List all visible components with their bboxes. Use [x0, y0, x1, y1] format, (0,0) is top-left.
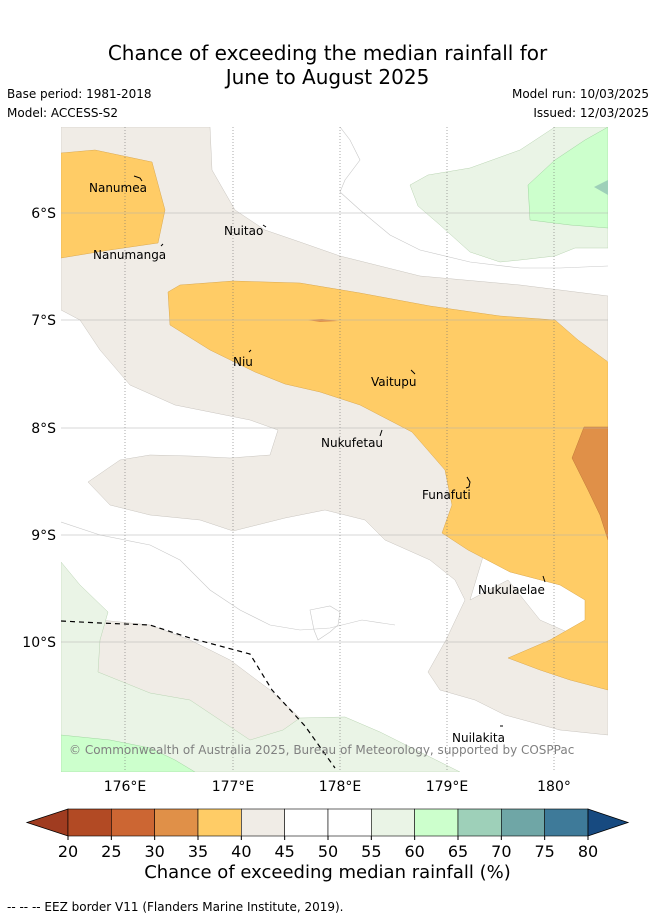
band-35-40-central — [167, 280, 608, 691]
colorbar-segment — [371, 808, 415, 837]
colorbar-tick-label: 65 — [448, 842, 468, 861]
x-axis-ticks: 176°E 177°E 178°E 179°E 180° — [104, 779, 571, 795]
band-60-65-northeast — [527, 127, 608, 229]
base-period-label: Base period: 1981-2018 — [7, 87, 152, 101]
colorbar-segment — [414, 808, 459, 837]
band-60-65-southwest — [61, 734, 196, 772]
colorbar-tick-label: 80 — [578, 842, 598, 861]
colorbar-tick-label: 40 — [231, 842, 251, 861]
colorbar-tick-label: 45 — [274, 842, 294, 861]
colorbar-tick-label: 60 — [404, 842, 424, 861]
colorbar-over-arrow — [587, 808, 630, 837]
colorbar-tick-label: 20 — [58, 842, 78, 861]
islands — [133, 175, 546, 727]
island-nanumanga-shape — [160, 243, 164, 247]
island-nuitao-shape — [262, 224, 267, 228]
map-title-line2: June to August 2025 — [225, 65, 430, 89]
x-tick-177e: 177°E — [212, 779, 255, 795]
y-tick-6s: 6°S — [31, 206, 56, 222]
island-vaitupu-shape — [410, 369, 416, 375]
gridlines — [61, 127, 608, 772]
colorbar-segment — [197, 808, 242, 837]
place-nanumea: Nanumea — [89, 181, 147, 195]
contour-50-loop — [309, 605, 341, 641]
place-nuitao: Nuitao — [224, 224, 263, 238]
map-title-line1: Chance of exceeding the median rainfall … — [107, 41, 548, 65]
y-tick-9s: 9°S — [31, 528, 56, 544]
colorbar-tick-label: 25 — [101, 842, 121, 861]
x-tick-180: 180° — [537, 779, 571, 795]
contour-50-south — [61, 521, 396, 631]
band-35-40-northwest — [61, 149, 166, 259]
band-65-70-sliver — [594, 180, 608, 195]
colorbar-segment — [501, 808, 545, 837]
eez-border — [61, 620, 336, 769]
place-nukulaelae: Nukulaelae — [478, 583, 545, 597]
place-nuilakita: Nuilakita — [452, 731, 505, 745]
place-nukufetau: Nukufetau — [321, 436, 383, 450]
x-tick-178e: 178°E — [319, 779, 362, 795]
eez-legend-note: -- -- -- EEZ border V11 (Flanders Marine… — [7, 900, 344, 914]
colorbar-under-arrow — [25, 808, 69, 837]
contour-50 — [339, 127, 608, 269]
island-niu-shape — [248, 349, 252, 353]
island-funafuti-shape — [465, 476, 471, 489]
colorbar-segment — [457, 808, 502, 837]
colorbar: 20 25 30 35 40 45 50 55 60 65 70 75 80 — [25, 808, 630, 861]
band-30-35-east — [571, 426, 608, 541]
place-niu: Niu — [233, 355, 253, 369]
colorbar-segment — [284, 808, 329, 837]
colorbar-title: Chance of exceeding median rainfall (%) — [144, 862, 511, 883]
y-axis-ticks: 6°S 7°S 8°S 9°S 10°S — [22, 206, 56, 651]
colorbar-tick-label: 75 — [534, 842, 554, 861]
island-nukufetau-shape — [379, 429, 383, 437]
island-nanumea-shape — [133, 175, 143, 182]
island-nukulaelae-shape — [542, 575, 546, 583]
issued-label: Issued: 12/03/2025 — [533, 106, 649, 120]
copyright-notice: © Commonwealth of Australia 2025, Bureau… — [69, 743, 574, 757]
colorbar-tick-label: 50 — [318, 842, 338, 861]
band-40-45-north — [61, 127, 608, 736]
x-tick-179e: 179°E — [426, 779, 469, 795]
colorbar-segment — [111, 808, 155, 837]
place-nanumanga: Nanumanga — [93, 248, 166, 262]
model-label: Model: ACCESS-S2 — [7, 106, 119, 120]
model-run-label: Model run: 10/03/2025 — [511, 87, 649, 101]
colorbar-segment — [544, 808, 589, 837]
band-55-60-southwest — [61, 561, 461, 772]
y-tick-7s: 7°S — [31, 313, 56, 329]
colorbar-segment — [67, 808, 112, 837]
y-tick-8s: 8°S — [31, 421, 56, 437]
colorbar-segment — [241, 808, 285, 837]
y-tick-10s: 10°S — [22, 635, 56, 651]
probability-map: Nanumea Nanumanga Nuitao Niu Vaitupu Nuk… — [61, 127, 608, 772]
place-funafuti: Funafuti — [422, 488, 471, 502]
x-tick-176e: 176°E — [104, 779, 147, 795]
colorbar-segment — [327, 808, 372, 837]
colorbar-segment — [154, 808, 199, 837]
colorbar-tick-label: 55 — [361, 842, 381, 861]
colorbar-tick-label: 70 — [491, 842, 511, 861]
colorbar-tick-label: 35 — [188, 842, 208, 861]
place-vaitupu: Vaitupu — [371, 375, 417, 389]
colorbar-tick-label: 30 — [144, 842, 164, 861]
